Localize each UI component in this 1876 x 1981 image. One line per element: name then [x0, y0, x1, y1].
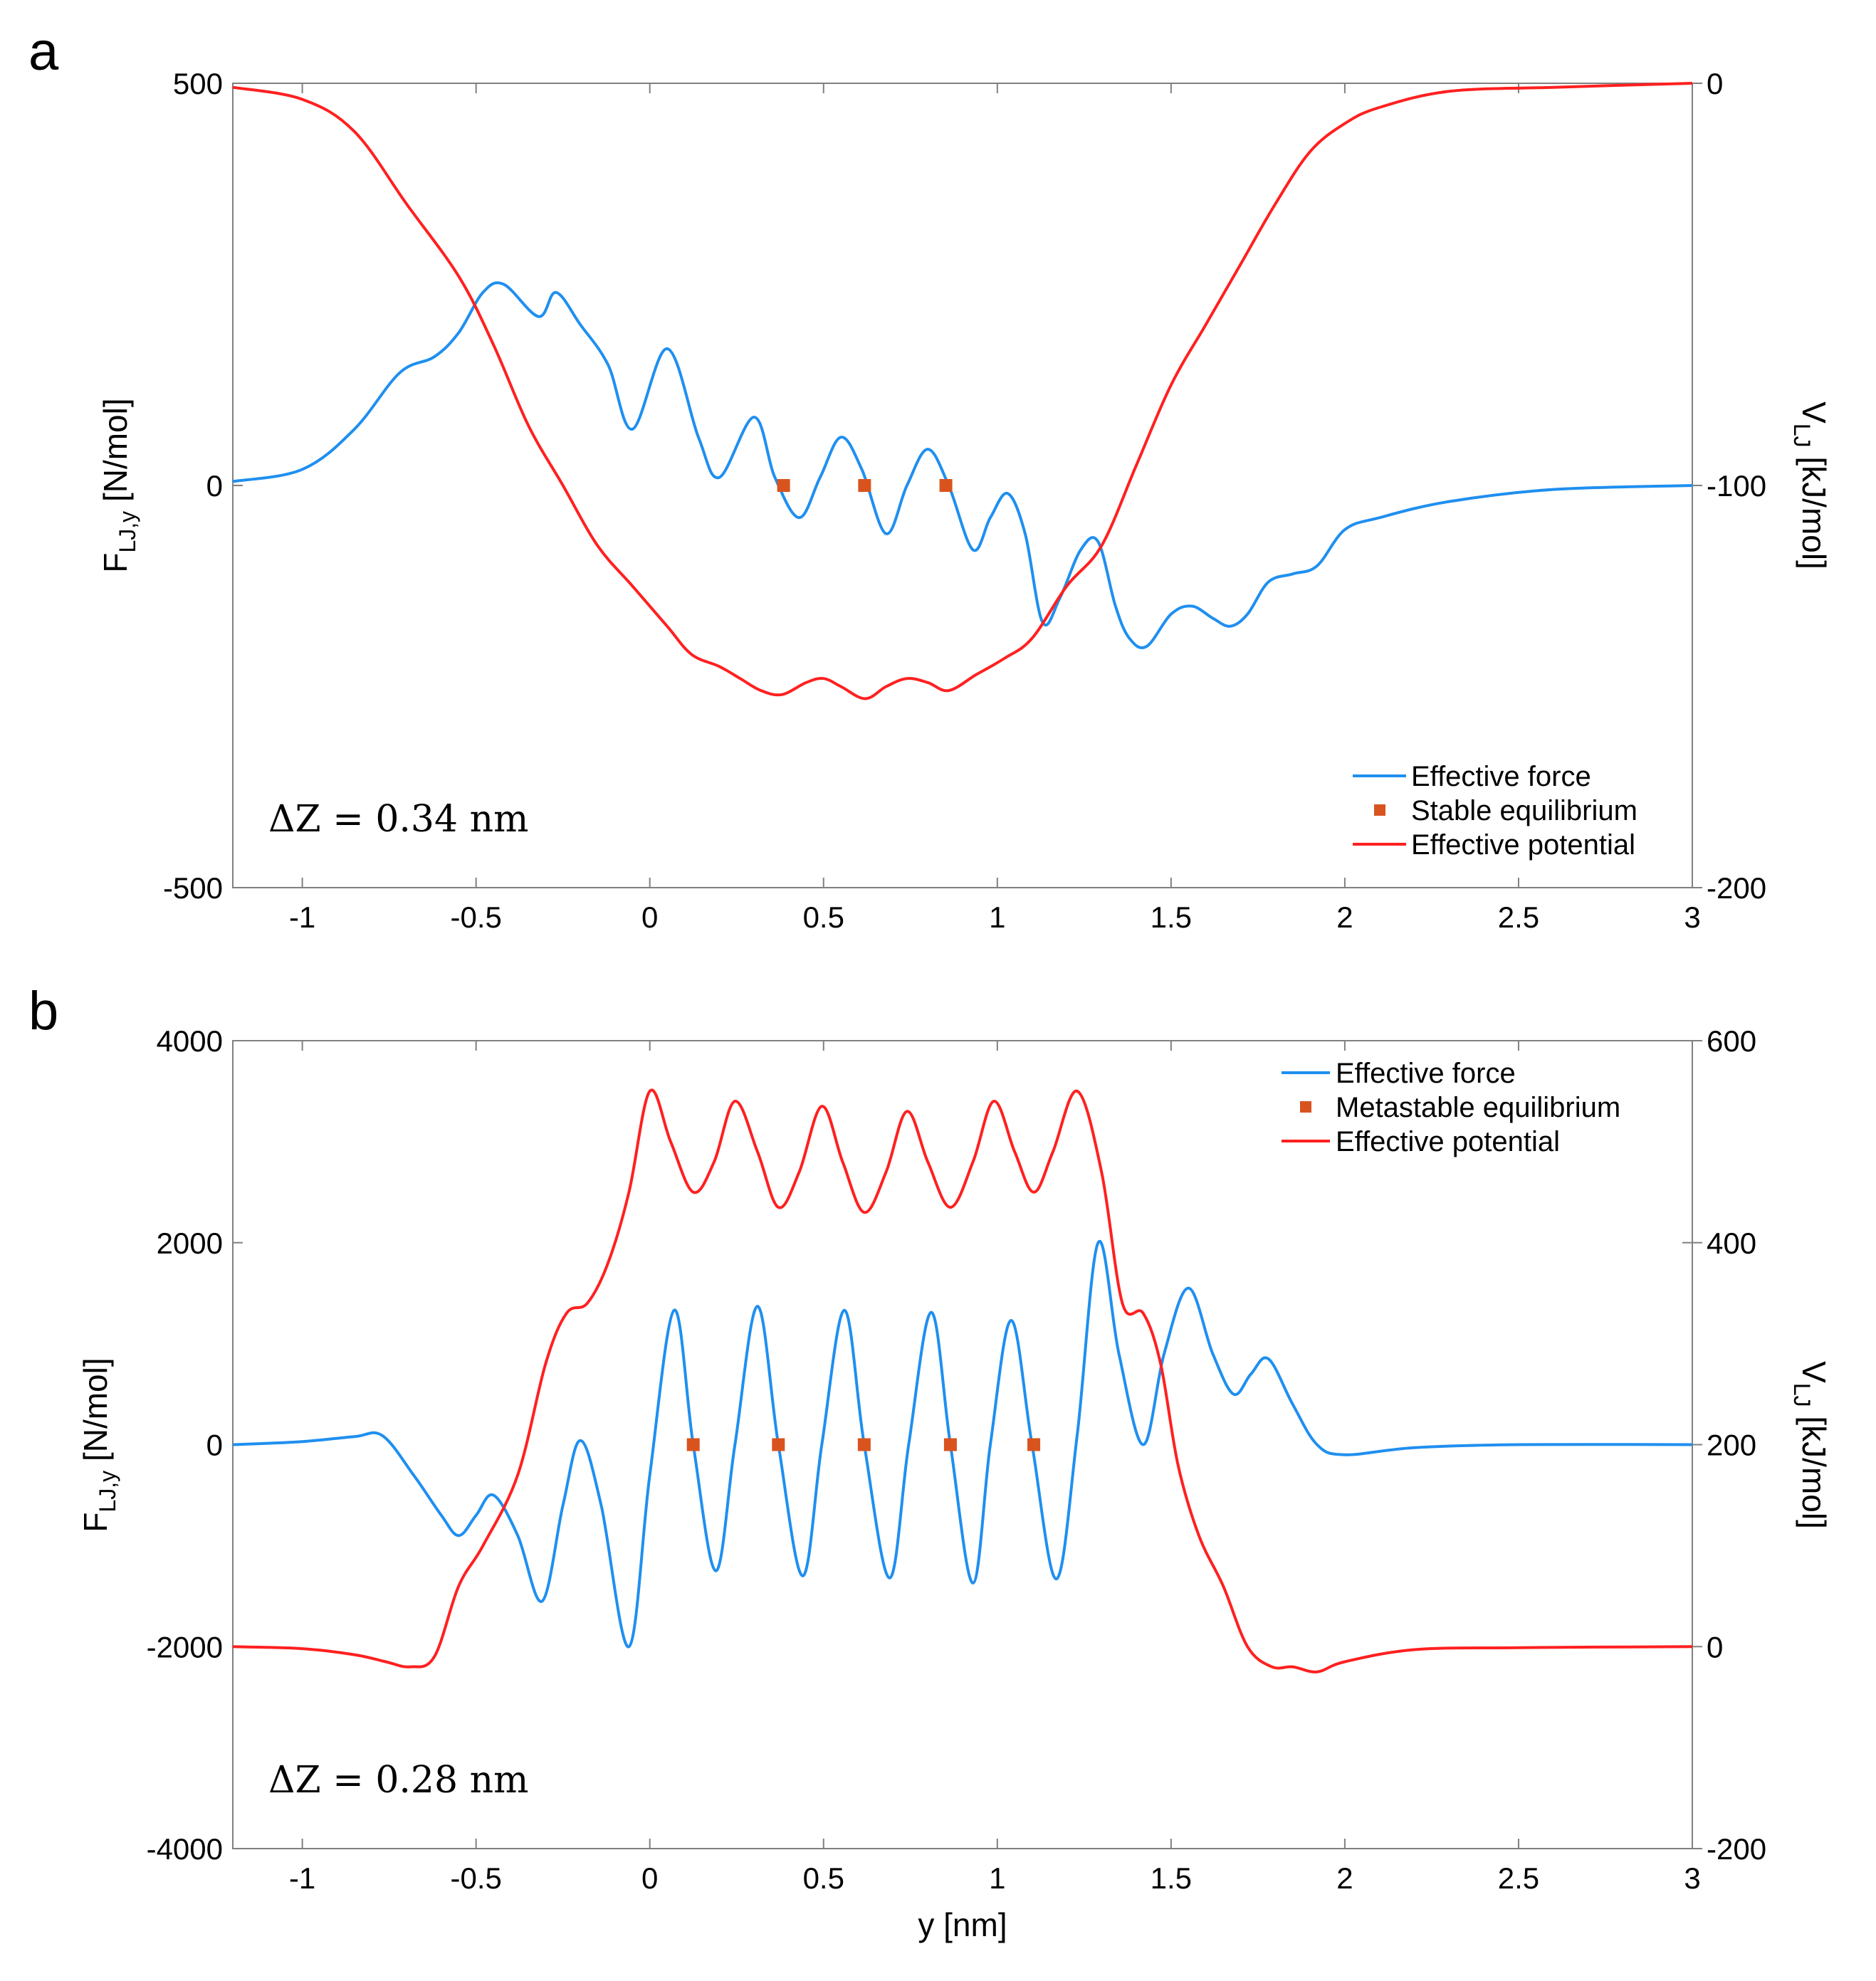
series-group-a — [232, 82, 1693, 700]
series-group-b — [232, 1088, 1693, 1673]
ytick-left-label-a: -500 — [163, 871, 223, 905]
axis-ticks-b: -1 -0.5 0 0.5 1 1.5 2 2.5 3-4000-2000020004000-2… — [147, 1024, 1766, 1895]
ytick-right-label-b: 0 — [1707, 1630, 1723, 1664]
xtick-label-a: 0.5 — [803, 900, 844, 934]
ytick-left-label-a: 0 — [206, 469, 223, 503]
panel-letter-a: a — [28, 21, 59, 82]
ytick-right-label-b: -200 — [1707, 1832, 1766, 1866]
xtick-label-a: -1 — [289, 900, 315, 934]
xtick-label-b: 0.5 — [803, 1861, 844, 1895]
equilibrium-point-b — [943, 1438, 957, 1451]
xtick-label-b: -0.5 — [450, 1861, 501, 1895]
axis-ticks-a: -1 -0.5 0 0.5 1 1.5 2 2.5 3 -500 0 500 -200 -100 0 — [163, 67, 1766, 934]
force-line-b — [232, 1239, 1693, 1649]
equilibrium-point-b — [857, 1438, 871, 1451]
panel-a: a -1 -0.5 0 0.5 1 1.5 2 2.5 3 -500 0 500 -200 -100 0 F… — [28, 21, 1833, 934]
legend-a: Effective force Stable equilibrium Effec… — [1353, 761, 1637, 861]
ylabel-left-b: FLJ,y [N/mol] — [77, 1357, 120, 1532]
xtick-label-a: 1.5 — [1151, 900, 1192, 934]
ytick-right-label-b: 600 — [1707, 1024, 1756, 1058]
potential-line-b — [232, 1088, 1693, 1673]
legend-label-potential-a: Effective potential — [1411, 829, 1635, 861]
equilibrium-point-a — [939, 479, 953, 492]
xtick-label-a: -0.5 — [450, 900, 501, 934]
ytick-right-label-a: 0 — [1707, 67, 1723, 100]
xtick-label-a: 3 — [1684, 900, 1700, 934]
xtick-label-a: 2 — [1336, 900, 1353, 934]
equilibrium-point-b — [686, 1438, 700, 1451]
ytick-left-label-b: 0 — [206, 1429, 223, 1462]
ytick-right-label-b: 400 — [1707, 1226, 1756, 1260]
xtick-label-a: 1 — [989, 900, 1005, 934]
potential-line-a — [232, 82, 1693, 700]
legend-label-force-a: Effective force — [1411, 761, 1591, 792]
annotation-a: ΔZ = 0.34 nm — [268, 798, 528, 841]
ytick-left-label-b: -4000 — [147, 1832, 223, 1866]
xlabel-b: y [nm] — [918, 1906, 1007, 1943]
ytick-right-label-a: -200 — [1707, 871, 1766, 905]
ylabel-left-a: FLJ,y [N/mol] — [97, 398, 140, 572]
annotation-b: ΔZ = 0.28 nm — [268, 1759, 528, 1802]
ytick-right-label-b: 200 — [1707, 1429, 1756, 1462]
ytick-left-label-b: -2000 — [147, 1630, 223, 1664]
ytick-left-label-a: 500 — [173, 67, 223, 100]
xtick-label-b: 1 — [989, 1861, 1005, 1895]
xtick-label-b: 0 — [641, 1861, 658, 1895]
panel-b: b -1 -0.5 0 0.5 1 1.5 2 2.5 3-4000-2000020004000… — [28, 981, 1833, 1943]
ytick-right-label-a: -100 — [1707, 469, 1766, 503]
equilibrium-point-a — [777, 479, 790, 492]
force-line-a — [232, 281, 1693, 650]
panel-letter-b: b — [28, 981, 58, 1041]
equilibrium-point-a — [858, 479, 871, 492]
ytick-left-label-b: 2000 — [157, 1226, 223, 1260]
legend-swatch-equilibrium-a — [1374, 804, 1385, 816]
legend-label-equilibrium-a: Stable equilibrium — [1411, 795, 1637, 826]
ylabel-right-b: VLJ [kJ/mol] — [1789, 1361, 1833, 1529]
legend-label-force-b: Effective force — [1336, 1058, 1516, 1089]
equilibrium-point-b — [1027, 1438, 1041, 1451]
ylabel-right-a: VLJ [kJ/mol] — [1789, 401, 1833, 569]
xtick-label-b: 3 — [1684, 1861, 1700, 1895]
xtick-label-b: 2 — [1336, 1861, 1353, 1895]
legend-swatch-equilibrium-b — [1300, 1101, 1311, 1113]
xtick-label-a: 2.5 — [1498, 900, 1539, 934]
equilibrium-point-b — [772, 1438, 785, 1451]
xtick-label-b: -1 — [289, 1861, 315, 1895]
legend-label-potential-b: Effective potential — [1336, 1126, 1560, 1157]
xtick-label-a: 0 — [641, 900, 658, 934]
legend-b: Effective force Metastable equilibrium E… — [1282, 1058, 1620, 1157]
xtick-label-b: 2.5 — [1498, 1861, 1539, 1895]
ytick-left-label-b: 4000 — [157, 1024, 223, 1058]
legend-label-equilibrium-b: Metastable equilibrium — [1336, 1092, 1620, 1123]
xtick-label-b: 1.5 — [1151, 1861, 1192, 1895]
